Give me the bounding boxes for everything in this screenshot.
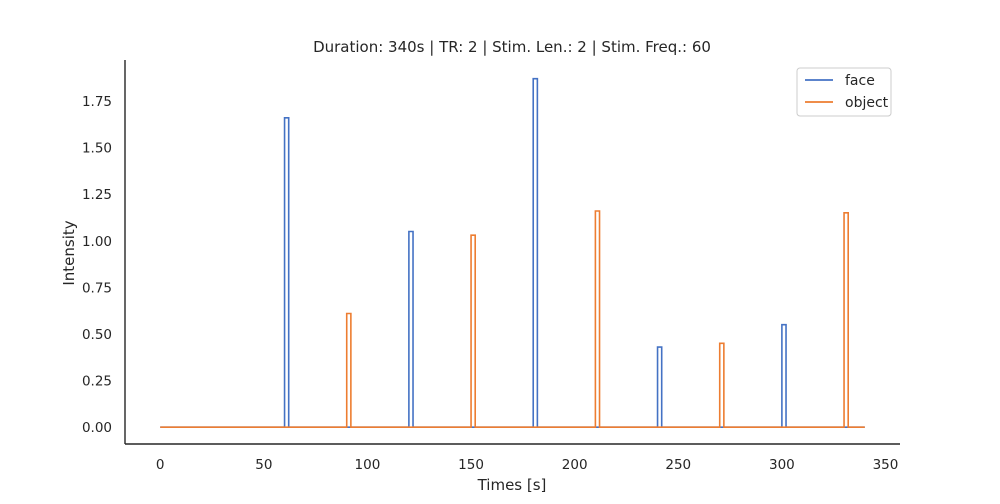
x-tick-label: 350: [873, 457, 899, 473]
x-tick-label: 150: [458, 457, 484, 473]
y-tick-label: 0.50: [82, 327, 112, 343]
pulse-object-2: [471, 235, 475, 427]
series-line-object: [160, 210, 865, 429]
legend: face object: [796, 67, 892, 117]
chart-title: Duration: 340s | TR: 2 | Stim. Len.: 2 |…: [313, 38, 711, 56]
x-tick-label: 100: [355, 457, 381, 473]
pulse-face-1: [285, 118, 289, 427]
plot-area: [160, 77, 865, 429]
y-tick-label: 1.00: [82, 234, 112, 250]
y-tick-label: 1.25: [82, 187, 112, 203]
y-tick-label: 1.50: [82, 141, 112, 157]
y-tick-label: 0.25: [82, 374, 112, 390]
x-tick-label: 200: [562, 457, 588, 473]
pulse-face-3: [533, 79, 537, 428]
pulse-face-2: [409, 231, 413, 427]
legend-label-face: face: [845, 73, 875, 89]
y-tick-label: 0.75: [82, 280, 112, 296]
pulse-object-5: [844, 213, 848, 427]
y-tick-label: 0.00: [82, 420, 112, 436]
pulse-object-4: [720, 343, 724, 427]
x-tick-label: 0: [156, 457, 165, 473]
series-line-face: [160, 77, 865, 429]
y-tick-label: 1.75: [82, 94, 112, 110]
x-tick-label: 50: [255, 457, 272, 473]
x-axis-label: Times [s]: [477, 476, 547, 494]
pulse-face-5: [782, 325, 786, 428]
x-tick-label: 300: [769, 457, 795, 473]
pulse-object-3: [595, 211, 599, 427]
x-tick-label: 250: [665, 457, 691, 473]
pulse-face-4: [658, 347, 662, 427]
axes: 0 50 100 150 200 250 300 350 0.00 0.25 0.50 0.75 1.0…: [82, 60, 900, 473]
legend-label-object: object: [845, 95, 889, 111]
pulse-object-1: [347, 314, 351, 428]
y-axis-label: Intensity: [60, 220, 78, 285]
